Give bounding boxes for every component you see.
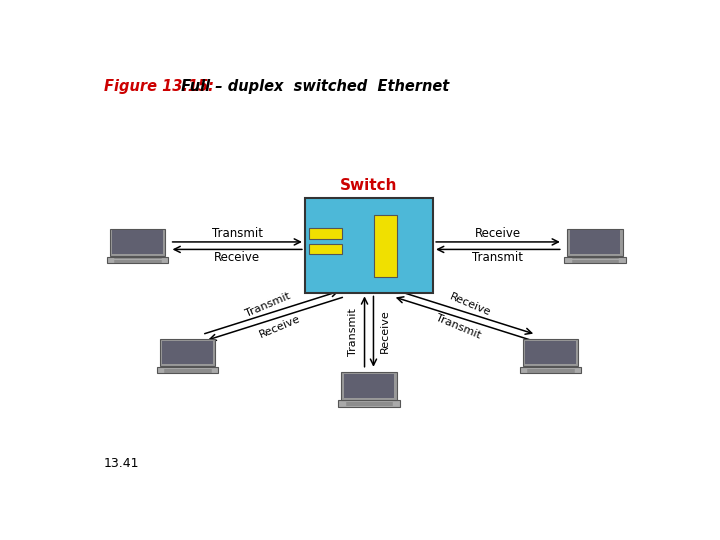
Text: Receive: Receive [379, 310, 390, 354]
Bar [525, 341, 575, 364]
Bar [160, 339, 215, 366]
Text: Receive: Receive [258, 313, 302, 339]
Bar [344, 374, 394, 397]
Text: Figure 13.15:: Figure 13.15: [104, 79, 214, 94]
Text: Transmit: Transmit [348, 308, 359, 355]
Bar [570, 231, 620, 254]
Text: Transmit: Transmit [212, 227, 263, 240]
Bar [338, 400, 400, 407]
Text: Receive: Receive [214, 251, 261, 264]
Text: Receive: Receive [475, 227, 521, 240]
Text: Transmit: Transmit [434, 312, 482, 340]
Bar [112, 231, 163, 254]
Bar [564, 256, 626, 263]
Text: Switch: Switch [341, 178, 397, 193]
Bar [341, 372, 397, 400]
Bar [163, 341, 213, 364]
Bar [567, 228, 623, 256]
Bar [374, 214, 397, 277]
Bar [305, 198, 433, 294]
Text: Receive: Receive [449, 292, 492, 318]
Bar [520, 367, 581, 373]
Bar [110, 228, 165, 256]
Text: Full – duplex  switched  Ethernet: Full – duplex switched Ethernet [176, 79, 450, 94]
Bar [523, 339, 578, 366]
Bar [309, 244, 342, 254]
Text: Transmit: Transmit [243, 291, 292, 319]
Bar [309, 228, 342, 239]
Bar [157, 367, 218, 373]
Bar [107, 256, 168, 263]
Text: Transmit: Transmit [472, 251, 523, 264]
Text: 13.41: 13.41 [104, 457, 140, 470]
